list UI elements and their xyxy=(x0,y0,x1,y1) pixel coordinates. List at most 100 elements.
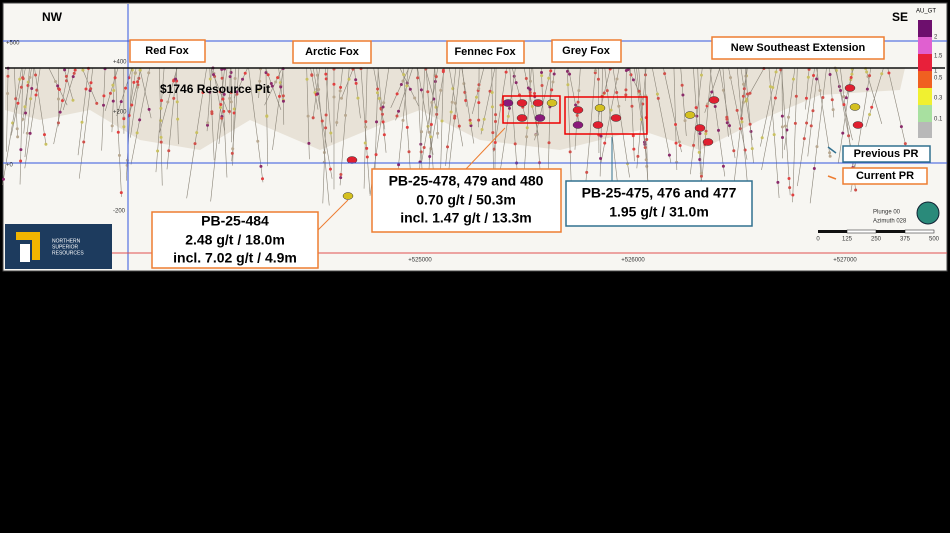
zone-labels: Red Fox Arctic Fox Fennec Fox Grey Fox N… xyxy=(129,36,885,64)
assay-marker xyxy=(436,131,440,135)
callout-box xyxy=(565,180,753,227)
assay-marker xyxy=(58,110,62,114)
assay-marker xyxy=(306,114,310,118)
intercept-marker xyxy=(844,84,856,92)
assay-marker xyxy=(136,80,140,84)
drill-holes xyxy=(1,66,908,207)
assay-marker xyxy=(513,142,517,146)
drill-trace xyxy=(24,67,41,169)
assay-marker xyxy=(429,135,433,139)
assay-marker xyxy=(704,129,708,133)
assay-marker xyxy=(57,87,61,91)
assay-marker xyxy=(899,125,903,129)
assay-marker xyxy=(16,101,20,105)
assay-marker xyxy=(599,134,603,138)
assay-marker xyxy=(401,118,405,122)
scale-segment xyxy=(818,230,847,233)
legend-label: Current PR xyxy=(856,170,914,182)
assay-marker xyxy=(593,69,597,73)
assay-marker xyxy=(220,76,224,80)
drill-trace xyxy=(509,67,518,176)
assay-marker xyxy=(135,131,139,135)
assay-marker xyxy=(132,80,136,84)
assay-marker xyxy=(376,87,380,91)
assay-marker xyxy=(449,110,453,114)
assay-marker xyxy=(434,75,438,79)
intercept-marker xyxy=(572,106,584,114)
assay-marker xyxy=(469,124,473,128)
assay-marker xyxy=(490,105,494,109)
drill-trace xyxy=(629,67,635,162)
assay-marker xyxy=(201,90,205,94)
assay-marker xyxy=(748,91,752,95)
assay-marker xyxy=(426,90,430,94)
assay-marker xyxy=(534,133,538,137)
assay-marker xyxy=(111,99,115,103)
assay-marker xyxy=(95,101,99,105)
zone-label: Red Fox xyxy=(145,45,189,57)
intercept-marker xyxy=(572,121,584,129)
assay-marker xyxy=(624,88,628,92)
assay-marker xyxy=(710,90,714,94)
zone-label: Fennec Fox xyxy=(454,46,516,58)
assay-marker xyxy=(89,87,93,91)
assay-marker xyxy=(699,174,703,178)
assay-marker xyxy=(565,69,569,73)
drill-trace xyxy=(600,67,620,164)
assay-marker xyxy=(122,117,126,121)
assay-marker xyxy=(791,77,795,81)
drill-trace xyxy=(760,67,778,147)
scale-segment xyxy=(846,229,877,234)
assay-marker xyxy=(677,140,681,144)
intercept-marker xyxy=(684,111,696,119)
assay-marker xyxy=(585,170,589,174)
callout-text: incl. 7.02 g/t / 4.9m xyxy=(173,250,297,266)
assay-marker xyxy=(811,109,815,113)
assay-marker xyxy=(112,89,116,93)
drill-trace xyxy=(6,67,9,152)
assay-marker xyxy=(655,92,659,96)
callout-text: incl. 1.47 g/t / 13.3m xyxy=(400,210,532,226)
assay-marker xyxy=(241,77,245,81)
assay-marker xyxy=(540,74,544,78)
assay-marker xyxy=(839,88,843,92)
drill-trace xyxy=(62,67,77,111)
assay-marker xyxy=(494,113,498,117)
easting-label: +527000 xyxy=(833,258,857,264)
assay-marker xyxy=(34,73,38,77)
scale-label: 375 xyxy=(900,237,911,243)
assay-marker xyxy=(566,83,570,87)
assay-marker xyxy=(528,79,532,83)
assay-marker xyxy=(138,118,142,122)
callout-box xyxy=(371,168,562,233)
drill-trace xyxy=(693,67,702,182)
intercept-marker xyxy=(516,99,528,107)
assay-marker xyxy=(727,124,731,128)
assay-marker xyxy=(699,73,703,77)
assay-marker xyxy=(266,73,270,77)
assay-marker xyxy=(405,84,409,88)
assay-marker xyxy=(806,75,810,79)
assay-marker xyxy=(395,92,399,96)
legend-symbol xyxy=(827,146,837,154)
assay-marker xyxy=(208,77,212,81)
highlight-box xyxy=(564,96,648,135)
assay-marker xyxy=(395,114,399,118)
assay-marker xyxy=(228,96,232,100)
assay-marker xyxy=(354,78,358,82)
assay-marker xyxy=(528,87,532,91)
assay-marker xyxy=(335,120,339,124)
drill-trace xyxy=(491,67,494,173)
assay-marker xyxy=(741,82,745,86)
assay-marker xyxy=(113,76,117,80)
scale-segment xyxy=(904,229,935,234)
drill-trace xyxy=(807,67,819,157)
assay-marker xyxy=(138,68,142,72)
assay-marker xyxy=(865,87,869,91)
assay-marker xyxy=(630,104,634,108)
assay-marker xyxy=(729,76,733,80)
assay-marker xyxy=(477,87,481,91)
highlight-box xyxy=(502,95,561,124)
scale-segment xyxy=(876,230,905,233)
drill-trace xyxy=(104,67,119,112)
